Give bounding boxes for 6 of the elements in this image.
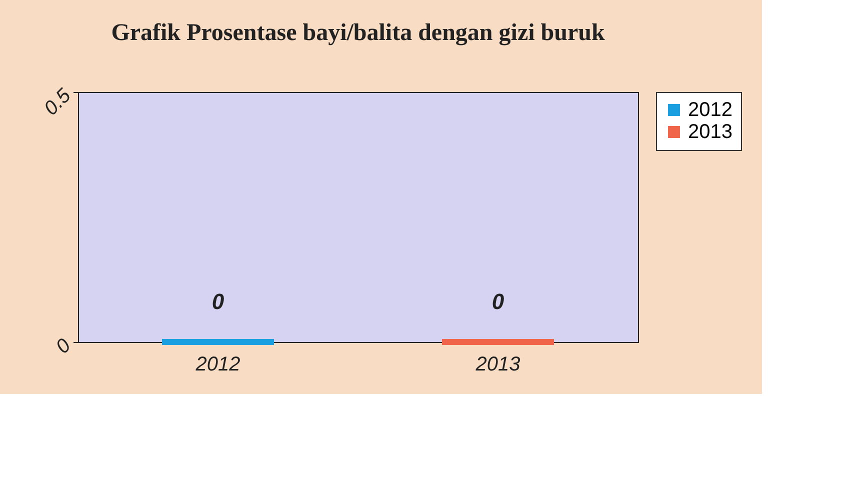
legend-label: 2013 [688, 121, 732, 143]
legend-label: 2012 [688, 99, 732, 121]
data-label: 0 [212, 289, 225, 314]
chart-title: Grafik Prosentase bayi/balita dengan gizi buruk [111, 20, 606, 46]
data-label: 0 [492, 289, 505, 314]
y-tick-label: 0.5 [40, 84, 76, 120]
